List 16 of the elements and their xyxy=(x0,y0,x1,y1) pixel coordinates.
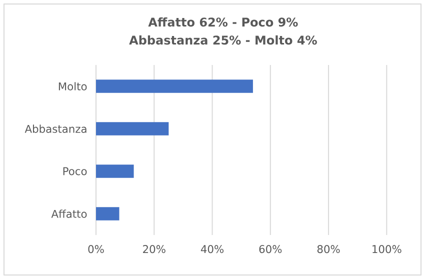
x-tick-label: 20% xyxy=(143,245,166,254)
bar xyxy=(96,164,134,178)
bar xyxy=(96,207,120,220)
y-tick-label: Abbastanza xyxy=(24,124,86,133)
x-tick-label: 80% xyxy=(317,245,340,254)
x-tick-label: 60% xyxy=(259,245,282,254)
x-tick-label: 100% xyxy=(372,245,402,254)
y-tick-label: Affatto xyxy=(51,210,87,218)
bar xyxy=(96,122,169,136)
x-tick-label: 0% xyxy=(88,245,104,254)
y-tick-label: Molto xyxy=(58,82,87,90)
x-tick-label: 40% xyxy=(200,245,224,254)
bar xyxy=(96,80,253,93)
y-tick-label: Poco xyxy=(63,167,87,176)
chart-title: Affatto 62% - Poco 9% xyxy=(148,17,298,27)
chart-subtitle: Abbastanza 25% - Molto 4% xyxy=(129,35,317,45)
